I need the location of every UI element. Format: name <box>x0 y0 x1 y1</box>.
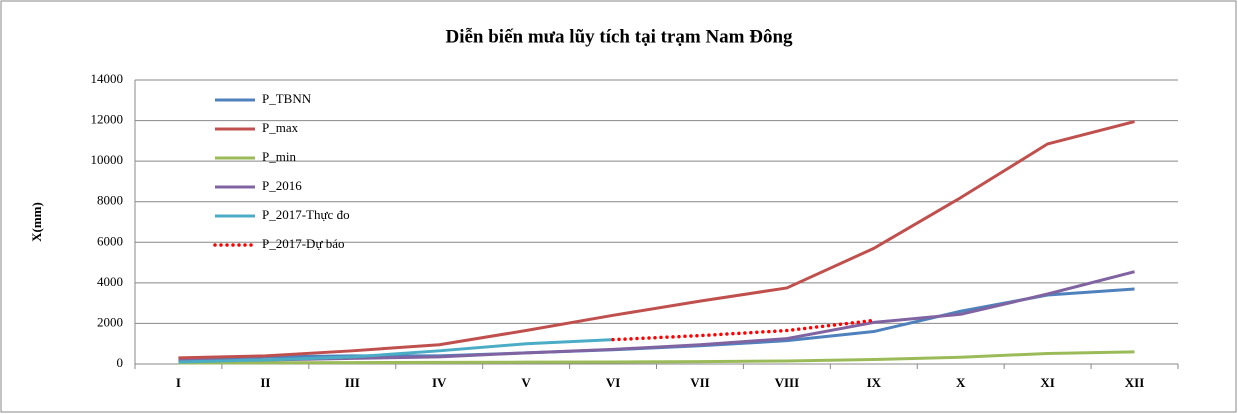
x-tick-label: IV <box>432 375 447 390</box>
legend-label: P_2017-Thực đo <box>262 207 350 222</box>
x-tick-label: VII <box>690 375 710 390</box>
x-tick-label: VI <box>606 375 620 390</box>
x-tick-label: XI <box>1040 375 1054 390</box>
x-tick-label: III <box>345 375 360 390</box>
legend-label: P_TBNN <box>262 91 312 106</box>
chart-title: Diễn biến mưa lũy tích tại trạm Nam Đông <box>445 26 793 47</box>
y-tick-label: 4000 <box>97 274 123 289</box>
x-tick-label: II <box>260 375 270 390</box>
x-tick-label: XII <box>1125 375 1145 390</box>
y-tick-label: 6000 <box>97 233 123 248</box>
y-tick-label: 2000 <box>97 314 123 329</box>
series-line <box>178 350 1135 365</box>
series-line <box>178 120 1135 360</box>
y-tick-label: 10000 <box>91 152 124 167</box>
legend-label: P_min <box>262 149 296 164</box>
y-tick-label: 8000 <box>97 193 123 208</box>
legend-label: P_max <box>262 120 299 135</box>
y-axis-label: X(mm) <box>29 202 44 242</box>
x-tick-label: VIII <box>775 375 800 390</box>
legend-label: P_2016 <box>262 178 302 193</box>
y-tick-label: 0 <box>117 355 124 370</box>
series-line <box>611 318 876 342</box>
x-tick-label: I <box>176 375 181 390</box>
legend-label: P_2017-Dự báo <box>262 236 345 251</box>
series-line <box>178 338 614 364</box>
x-tick-label: V <box>521 375 531 390</box>
y-tick-label: 12000 <box>91 112 124 127</box>
x-tick-label: X <box>956 375 966 390</box>
y-tick-label: 14000 <box>91 71 124 86</box>
x-tick-label: IX <box>867 375 882 390</box>
